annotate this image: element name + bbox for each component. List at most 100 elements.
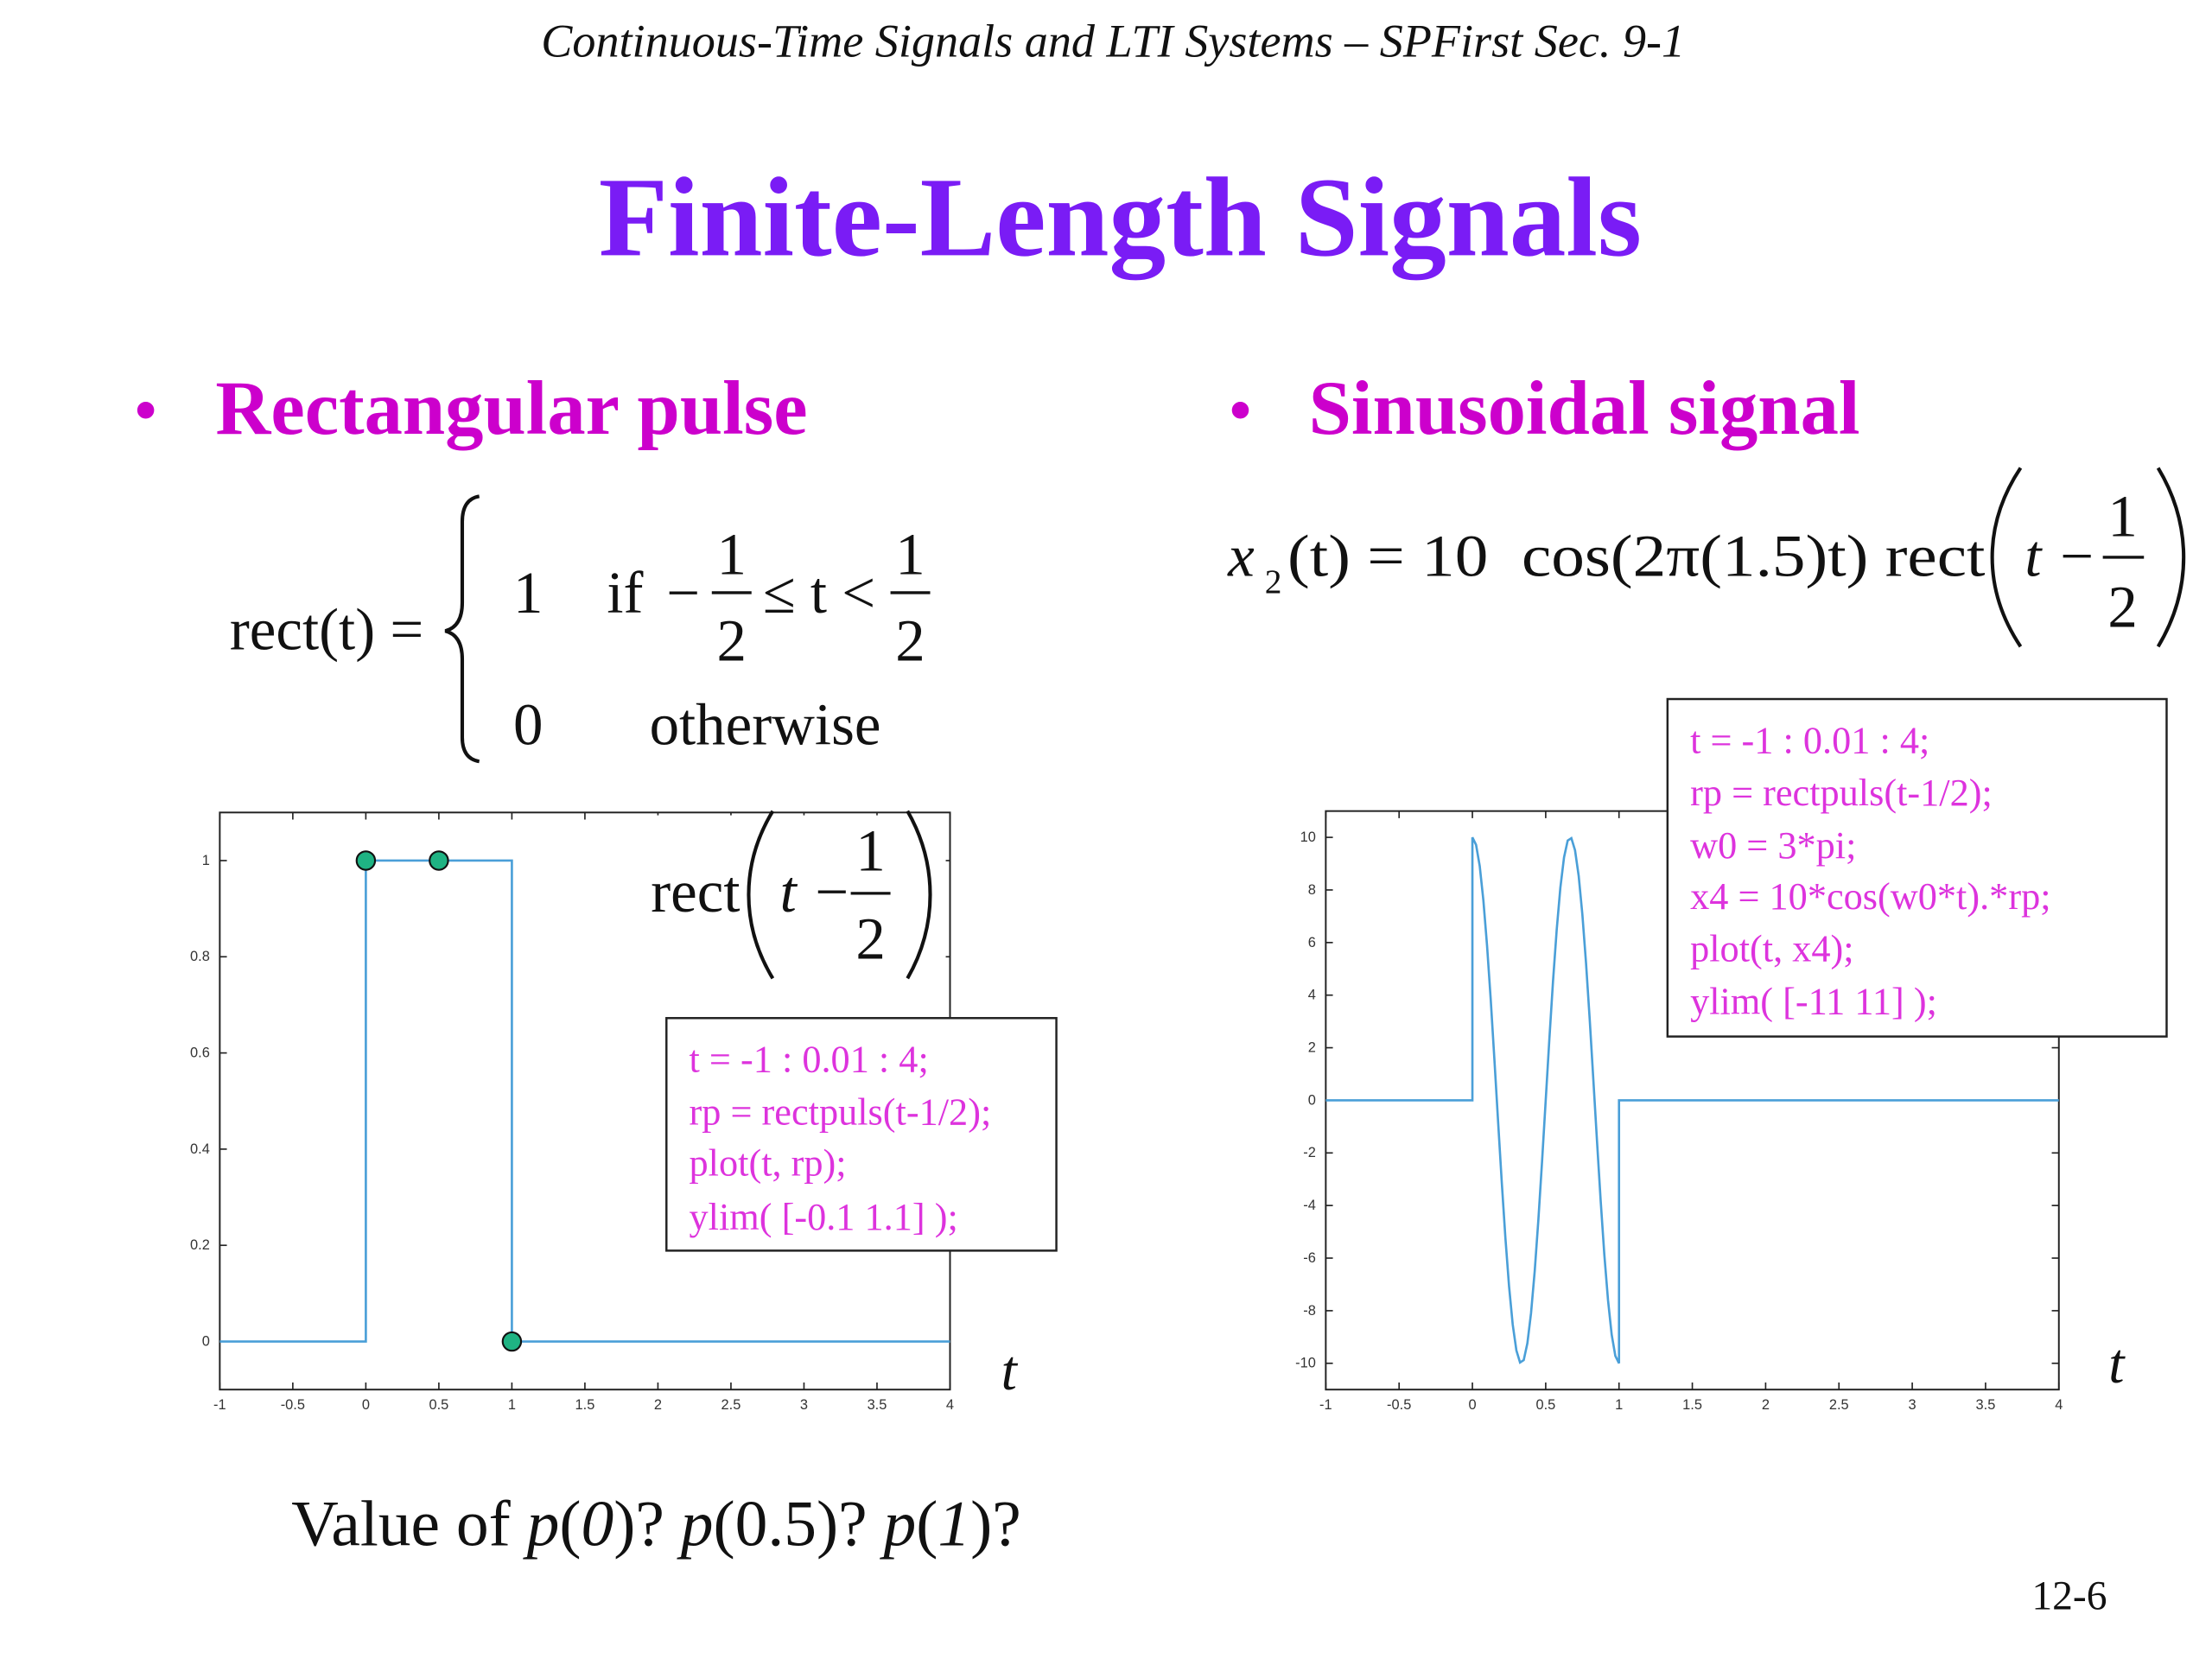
y-tick-label: 0.2: [190, 1237, 210, 1253]
x-tick-label: 1.5: [575, 1397, 595, 1413]
x-tick-label: 2.5: [721, 1397, 741, 1413]
eq-text: 2: [717, 608, 747, 674]
header: Continuous-Time Signals and LTI Systems …: [541, 16, 1685, 67]
x-tick-label: 2: [654, 1397, 662, 1413]
x-tick-label: -1: [1319, 1397, 1332, 1413]
sample-point: [501, 1331, 523, 1352]
paren: [2156, 467, 2186, 648]
y-tick-label: 0.8: [190, 949, 210, 964]
eq-subscript: 2: [1265, 563, 1282, 601]
x-tick-label: 0.5: [429, 1397, 448, 1413]
eq-text: rect(t) =: [230, 597, 423, 663]
x-tick-label: 1.5: [1682, 1397, 1702, 1413]
question-part: (: [916, 1489, 938, 1560]
code-line: t = -1 : 0.01 : 4;: [1690, 719, 1929, 761]
bullet-dot: •: [133, 371, 158, 449]
code-line: plot(t, x4);: [1690, 928, 1853, 970]
signal-line: [1325, 836, 2059, 1364]
x-tick-label: 1: [508, 1397, 516, 1413]
y-tick-label: -10: [1295, 1356, 1316, 1371]
eq-text: t −: [780, 859, 852, 925]
x-tick-label: 4: [2055, 1397, 2063, 1413]
eq-text: 1: [895, 522, 925, 588]
y-tick-label: 0: [1308, 1092, 1316, 1108]
question-part: (: [559, 1489, 581, 1560]
code-frame: [665, 1017, 1058, 1252]
question-part: 0: [582, 1489, 614, 1560]
x-tick-label: -0.5: [1387, 1397, 1411, 1413]
y-tick-label: 0.6: [190, 1046, 210, 1061]
question-part: Value of: [291, 1489, 526, 1560]
y-tick-label: 6: [1308, 935, 1316, 950]
eq-text: 1: [2107, 483, 2137, 549]
paren: [1990, 467, 2023, 648]
bullet-dot: •: [1228, 371, 1253, 449]
eq-text: t −: [2024, 523, 2096, 588]
y-tick-label: 0.4: [190, 1141, 210, 1157]
code-line: ylim( [-11 11] );: [1690, 980, 1937, 1022]
question-part: p: [879, 1489, 916, 1560]
question-part: p: [677, 1489, 714, 1560]
y-tick-label: 0: [202, 1333, 210, 1349]
paren: [747, 810, 775, 980]
y-tick-label: 10: [1300, 830, 1316, 845]
sinusoid-definition: x 2 (t) = 10 cos(2π(1.5)t) rect t − 1 2: [1227, 467, 2186, 648]
x-tick-label: 0: [362, 1397, 370, 1413]
eq-text: 0: [513, 692, 543, 758]
y-tick-label: -4: [1303, 1198, 1316, 1213]
y-tick-label: -6: [1303, 1250, 1316, 1266]
code-line: t = -1 : 0.01 : 4;: [690, 1039, 929, 1081]
x-tick-label: 3.5: [1976, 1397, 1996, 1413]
eq-text: 2: [855, 906, 885, 971]
code-line: w0 = 3*pi;: [1690, 824, 1856, 867]
sample-point: [429, 850, 449, 871]
question-part: (0.5)?: [713, 1489, 883, 1560]
y-tick-label: -2: [1303, 1145, 1316, 1160]
x-tick-label: -1: [213, 1397, 226, 1413]
bullet: Rectangular pulse: [215, 366, 807, 451]
eq-text: −: [666, 560, 700, 626]
slide-title: Finite-Length Signals: [599, 155, 1642, 280]
eq-text: if: [607, 560, 643, 626]
x-tick-label: -0.5: [281, 1397, 305, 1413]
y-tick-label: 1: [202, 853, 210, 868]
eq-text: 2: [2107, 574, 2137, 639]
eq-text: 1: [717, 522, 747, 588]
x-tick-label: 2.5: [1829, 1397, 1849, 1413]
code-box: t = -1 : 0.01 : 4; rp = rectpuls(t-1/2);…: [665, 1017, 1058, 1252]
question-part: )?: [613, 1489, 681, 1560]
y-tick-label: 4: [1308, 988, 1316, 1003]
question-part: p: [523, 1489, 560, 1560]
eq-text: (t) = 10 cos(2π(1.5)t) rect: [1287, 523, 1985, 588]
question-part: )?: [970, 1489, 1021, 1560]
eq-text: ≤ t <: [763, 560, 875, 626]
bullet: Sinusoidal signal: [1309, 366, 1860, 451]
paren: [906, 810, 932, 980]
y-tick-label: 8: [1308, 882, 1316, 898]
x-axis-label: t: [1001, 1340, 1019, 1402]
y-tick-label: 2: [1308, 1039, 1316, 1055]
code-box: t = -1 : 0.01 : 4; rp = rectpuls(t-1/2);…: [1666, 697, 2168, 1038]
question-part: 1: [938, 1489, 970, 1560]
brace: [444, 494, 480, 764]
x-tick-label: 3: [800, 1397, 808, 1413]
eq-text: 1: [855, 818, 885, 884]
eq-text: 1: [513, 560, 543, 626]
code-line: plot(t, rp);: [690, 1141, 847, 1184]
page-number: 12-6: [2031, 1574, 2107, 1619]
code-line: rp = rectpuls(t-1/2);: [690, 1090, 992, 1133]
x-tick-label: 0: [1468, 1397, 1476, 1413]
eq-text: otherwise: [650, 692, 881, 758]
x-tick-label: 0.5: [1535, 1397, 1555, 1413]
code-line: rp = rectpuls(t-1/2);: [1690, 772, 1993, 814]
code-frame: [1666, 697, 2168, 1038]
eq-text: rect: [651, 859, 740, 925]
plot-label: rect t − 1 2: [640, 810, 946, 983]
code-line: ylim( [-0.1 1.1] );: [690, 1196, 958, 1238]
x-tick-label: 3.5: [868, 1397, 887, 1413]
eq-text: 2: [895, 608, 925, 674]
x-axis-label: t: [2108, 1333, 2126, 1395]
x-tick-label: 2: [1762, 1397, 1770, 1413]
sample-point: [355, 850, 377, 871]
